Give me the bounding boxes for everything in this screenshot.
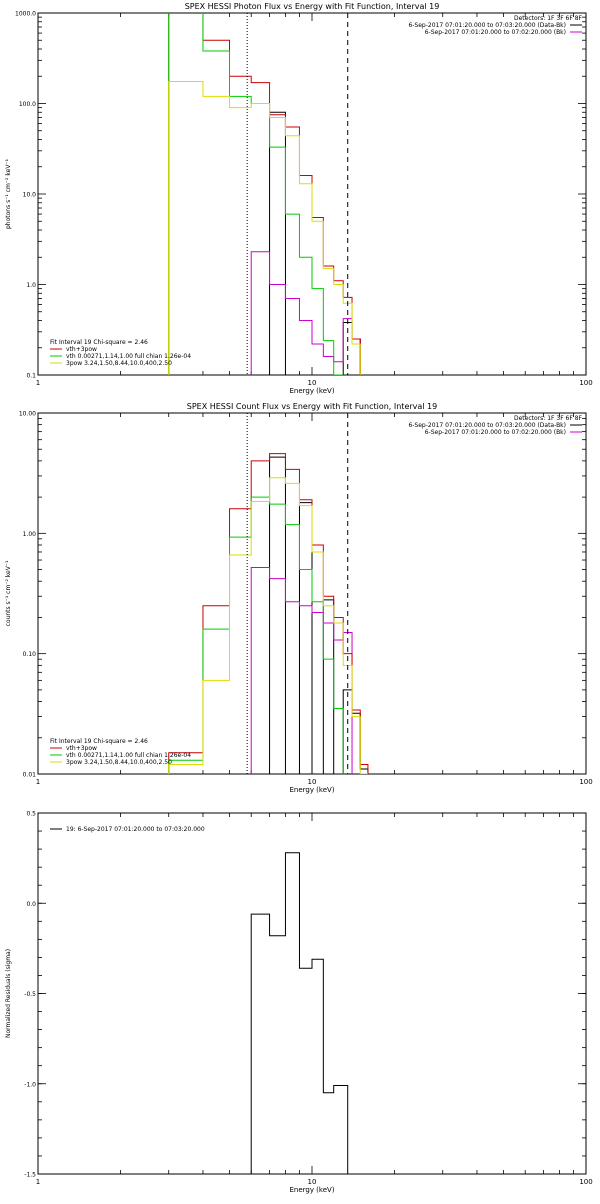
legend-text: 3pow 3.24,1.50,8.44,10.0,400,2.50 <box>66 360 172 367</box>
count-flux-panel: SPEX HESSI Count Flux vs Energy with Fit… <box>5 402 593 794</box>
y-axis-label: counts s⁻¹ cm⁻² keV⁻¹ <box>5 560 12 626</box>
x-axis-label: Energy (keV) <box>289 1186 334 1194</box>
x-tick-label: 1 <box>36 379 40 387</box>
series-powerlaw <box>168 477 368 774</box>
x-tick-label: 10 <box>308 1178 317 1186</box>
legend-text: vth+3pow <box>66 346 97 353</box>
legend-text: 3pow 3.24,1.50,8.44,10.0,400,2.50 <box>66 759 172 766</box>
y-tick-label: -1.0 <box>24 1081 36 1088</box>
y-tick-label: 10.00 <box>19 411 36 418</box>
x-tick-label: 1 <box>36 1178 40 1186</box>
x-tick-label: 1 <box>36 778 40 786</box>
y-tick-label: 1000.0 <box>15 11 36 18</box>
y-tick-label: 0.1 <box>26 373 36 380</box>
photon-flux-panel: SPEX HESSI Photon Flux vs Energy with Fi… <box>5 2 593 395</box>
x-tick-label: 100 <box>579 1178 592 1186</box>
residuals-panel: 1 10 100 Energy (keV) -1.5 -1.0 -0.5 0.0 0.5 Norm… <box>5 811 593 1195</box>
legend-text: vth+3pow <box>66 745 97 752</box>
series-total <box>168 13 361 375</box>
series-powerlaw <box>168 81 361 375</box>
info-text: 6-Sep-2017 07:01:20.000 to 07:02:20.000 … <box>425 29 566 36</box>
y-axis-label: Normalized Residuals (sigma) <box>5 949 12 1038</box>
plot-frame <box>37 812 587 1175</box>
y-tick-label: -0.5 <box>24 991 36 998</box>
series-residuals <box>250 852 349 1174</box>
x-tick-label: 10 <box>308 379 317 387</box>
y-tick-label: 1.0 <box>26 282 36 289</box>
series-background <box>250 251 361 375</box>
y-tick-label: 0.5 <box>26 811 36 818</box>
info-text: 6-Sep-2017 07:01:20.000 to 07:03:20.000 … <box>408 22 566 29</box>
plot-area <box>168 13 361 375</box>
chart-title: SPEX HESSI Count Flux vs Energy with Fit… <box>187 402 438 411</box>
series-data <box>269 456 369 774</box>
legend-text: Fit Interval 19 Chi-square = 2.46 <box>50 738 148 745</box>
x-tick-label: 100 <box>579 778 592 786</box>
info-text: 6-Sep-2017 07:01:20.000 to 07:02:20.000 … <box>425 429 566 436</box>
y-tick-label: 0.0 <box>26 901 36 908</box>
y-tick-label: 10.0 <box>23 192 37 199</box>
series-thermal <box>168 496 344 774</box>
series-background <box>250 567 353 774</box>
plot-area <box>250 852 349 1174</box>
legend-text: vth 0.00271,1.14,1.00 full chian 1.26e-0… <box>66 752 191 759</box>
plot-area <box>168 453 369 774</box>
y-tick-label: 1.00 <box>23 531 37 538</box>
x-tick-label: 10 <box>308 778 317 786</box>
info-text: 6-Sep-2017 07:01:20.000 to 07:03:20.000 … <box>408 422 566 429</box>
y-tick-label: 100.0 <box>19 101 36 108</box>
y-tick-label: 0.01 <box>23 772 37 779</box>
y-tick-label: 0.10 <box>23 651 37 658</box>
y-axis-label: photons s⁻¹ cm⁻² keV⁻¹ <box>5 158 12 229</box>
info-text: Detectors: 1F 3F 6F 8F <box>514 415 583 422</box>
x-tick-label: 100 <box>579 379 592 387</box>
legend-text: vth 0.00271,1.14,1.00 full chian 1.26e-0… <box>66 353 191 360</box>
series-thermal <box>168 13 344 375</box>
x-axis-label: Energy (keV) <box>289 387 334 395</box>
chart-title: SPEX HESSI Photon Flux vs Energy with Fi… <box>185 2 440 11</box>
legend-text: 19: 6-Sep-2017 07:01:20.000 to 07:03:20.… <box>66 826 205 833</box>
legend-text: Fit Interval 19 Chi-square = 2.46 <box>50 339 148 346</box>
x-axis-label: Energy (keV) <box>289 786 334 794</box>
info-text: Detectors: 1F 3F 6F 8F <box>514 15 583 22</box>
y-tick-label: -1.5 <box>24 1172 36 1179</box>
series-data <box>269 111 361 375</box>
